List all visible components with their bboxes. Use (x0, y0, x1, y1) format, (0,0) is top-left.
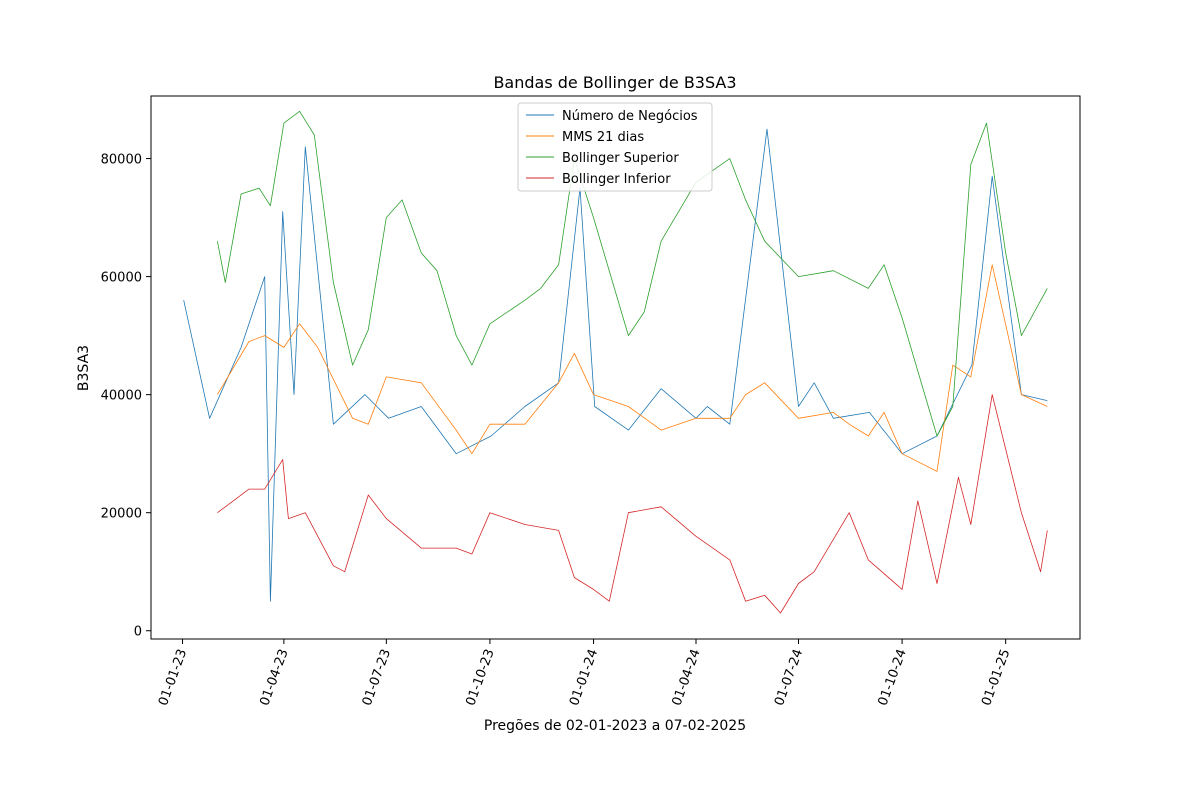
series-line-3 (217, 394, 1048, 614)
y-tick-label: 80000 (101, 153, 142, 168)
legend-box (517, 102, 713, 192)
y-tick-label: 60000 (101, 271, 142, 286)
series-line-1 (217, 264, 1048, 472)
x-axis-label: Pregões de 02-01-2023 a 07-02-2025 (484, 718, 746, 734)
y-tick-label: 0 (134, 625, 142, 640)
chart-title: Bandas de Bollinger de B3SA3 (493, 73, 736, 92)
legend-label-2: Bollinger Superior (562, 151, 679, 166)
series-line-0 (183, 128, 1048, 602)
legend: Número de Negócios MMS 21 dias Bollinger S… (517, 102, 713, 192)
y-axis-label: B3SA3 (76, 345, 92, 391)
legend-label-0: Número de Negócios (562, 109, 698, 124)
legend-label-1: MMS 21 dias (562, 130, 644, 145)
series-line-2 (217, 110, 1048, 437)
legend-label-3: Bollinger Inferior (562, 172, 671, 187)
plot-frame (150, 95, 1081, 640)
y-tick-label: 20000 (101, 507, 142, 522)
y-tick-label: 40000 (101, 389, 142, 404)
